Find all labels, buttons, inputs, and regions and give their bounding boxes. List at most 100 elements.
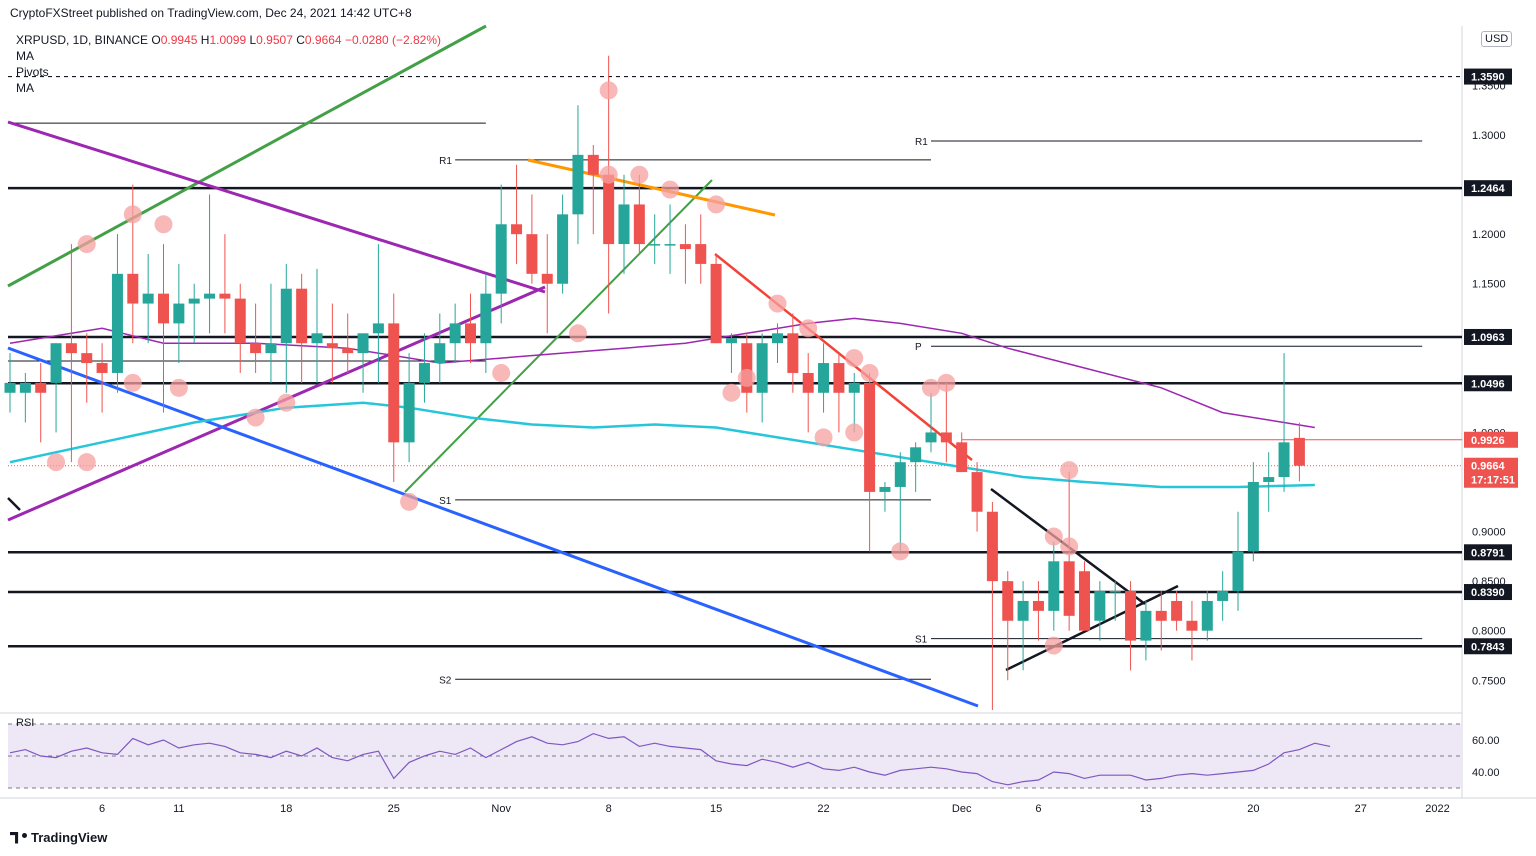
candle bbox=[633, 174, 645, 254]
candle-body bbox=[296, 288, 308, 344]
candle-body bbox=[234, 298, 246, 344]
time-tick-label: Nov bbox=[491, 803, 511, 815]
candle-body bbox=[710, 263, 722, 344]
legend-low: 0.9507 bbox=[256, 33, 293, 47]
candle-body bbox=[618, 204, 630, 245]
level-tag bbox=[1464, 180, 1512, 197]
candle bbox=[265, 283, 277, 383]
candle-body bbox=[1155, 610, 1167, 621]
trendline bbox=[7, 497, 21, 511]
swing-marker bbox=[845, 423, 864, 442]
currency-button[interactable]: USD bbox=[1481, 31, 1513, 47]
candle-body bbox=[357, 333, 369, 354]
swing-marker bbox=[77, 453, 96, 472]
candle bbox=[388, 293, 400, 482]
swing-marker bbox=[937, 373, 956, 392]
price-tag-label: 0.9664 bbox=[1471, 461, 1506, 473]
level-tag bbox=[1464, 68, 1512, 85]
candle bbox=[96, 343, 108, 413]
candle bbox=[81, 333, 93, 403]
swing-marker bbox=[799, 319, 818, 338]
candle-body bbox=[465, 323, 476, 344]
swing-marker bbox=[661, 180, 680, 199]
legend-ma2[interactable]: MA bbox=[16, 81, 34, 95]
candle-body bbox=[204, 293, 216, 299]
candle-body bbox=[633, 204, 645, 245]
candle bbox=[1032, 581, 1044, 641]
candle-body bbox=[342, 348, 354, 354]
candle bbox=[526, 194, 538, 284]
candle-body bbox=[1247, 482, 1259, 552]
candle-body bbox=[372, 323, 384, 334]
candle-body bbox=[649, 244, 661, 246]
candle-body bbox=[587, 154, 599, 175]
candle-body bbox=[1171, 600, 1183, 621]
pivot-label: S2 bbox=[439, 675, 452, 686]
candle bbox=[403, 353, 415, 463]
swing-marker bbox=[814, 428, 833, 447]
swing-marker bbox=[630, 165, 649, 184]
candle-body bbox=[250, 343, 262, 354]
candle-body bbox=[388, 323, 400, 443]
swing-marker bbox=[246, 408, 265, 427]
candle-body bbox=[19, 382, 31, 393]
swing-marker bbox=[47, 453, 66, 472]
candle bbox=[65, 244, 77, 463]
candle-body bbox=[127, 273, 139, 304]
candle bbox=[158, 244, 169, 413]
candle bbox=[311, 268, 323, 383]
legend-pivots[interactable]: Pivots bbox=[16, 65, 49, 79]
candle-body bbox=[111, 273, 123, 373]
candle-body bbox=[1140, 610, 1152, 641]
candle-body bbox=[1278, 442, 1290, 478]
candle bbox=[465, 293, 476, 364]
candle-body bbox=[910, 447, 922, 463]
candle bbox=[357, 333, 369, 393]
candle bbox=[449, 303, 461, 364]
legend-open-label: O bbox=[151, 33, 161, 47]
candle bbox=[956, 432, 968, 473]
time-axis: 6 11 18 25 Nov 8 15 22 Dec 6 13 20 27 2022 bbox=[99, 803, 1450, 815]
candle bbox=[1155, 591, 1167, 651]
candle-body bbox=[772, 333, 783, 344]
candle-body bbox=[173, 303, 185, 324]
swing-marker bbox=[768, 294, 787, 313]
swing-marker bbox=[169, 378, 188, 397]
candle-body bbox=[81, 353, 93, 364]
candle-body bbox=[986, 511, 998, 582]
candle bbox=[50, 343, 62, 433]
price-tick-label: 1.2000 bbox=[1472, 229, 1506, 241]
candle bbox=[234, 283, 246, 373]
level-tag-label: 1.0963 bbox=[1471, 332, 1505, 344]
trendline bbox=[7, 120, 546, 294]
candle bbox=[1017, 581, 1029, 671]
candle-body bbox=[879, 486, 891, 492]
trendline bbox=[714, 253, 973, 461]
candle-body bbox=[864, 382, 876, 492]
tradingview-logo: TradingView bbox=[10, 830, 107, 845]
candle bbox=[1278, 353, 1290, 492]
candle-body bbox=[1263, 477, 1275, 482]
grid bbox=[0, 26, 1536, 799]
candle-body bbox=[1232, 551, 1244, 592]
price-tags: 1.3590 1.2464 1.0963 1.0496 0.8791 0.8390 0.78… bbox=[1464, 68, 1518, 655]
swing-marker bbox=[123, 373, 142, 392]
candle-body bbox=[50, 343, 62, 383]
candle bbox=[372, 244, 384, 383]
candle bbox=[910, 442, 922, 492]
candle-body bbox=[1217, 591, 1229, 601]
candle-body bbox=[802, 372, 814, 393]
level-tag bbox=[1464, 544, 1512, 561]
candle-body bbox=[65, 343, 77, 354]
candle bbox=[1247, 462, 1259, 562]
legend-ma1[interactable]: MA bbox=[16, 49, 34, 63]
candle bbox=[986, 501, 998, 710]
time-tick-label: 13 bbox=[1140, 803, 1152, 815]
swing-marker bbox=[1044, 527, 1063, 546]
candle-body bbox=[280, 288, 292, 344]
candle bbox=[557, 194, 569, 294]
moving-averages bbox=[9, 317, 1315, 489]
candle bbox=[940, 382, 952, 463]
candle-body bbox=[833, 363, 845, 393]
